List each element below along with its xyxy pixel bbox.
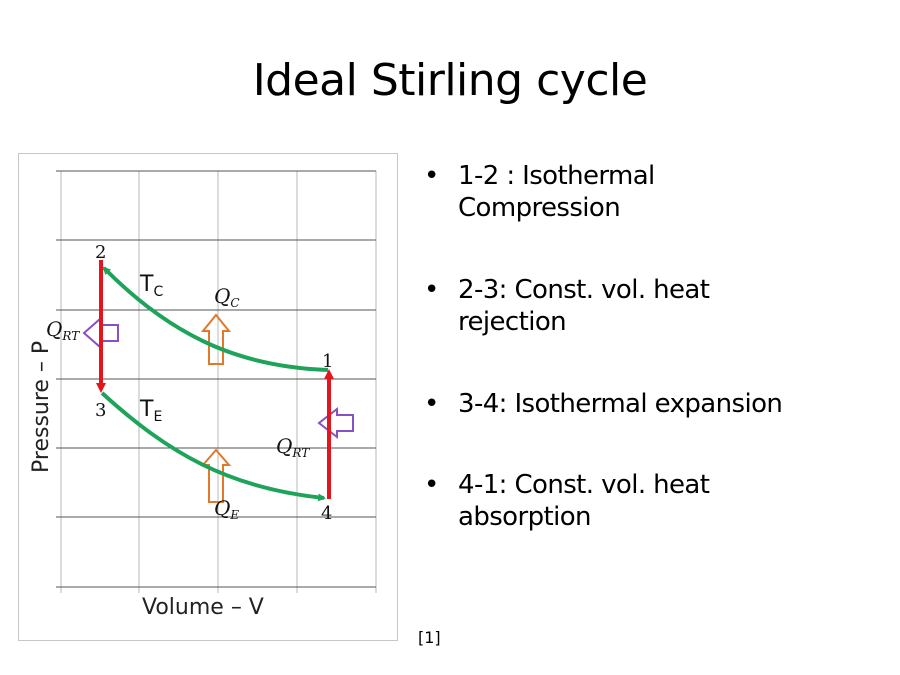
process-item-2-3: • 2-3: Const. vol. heat rejection [420,274,890,338]
qc-label: QC [214,284,240,310]
isotherm-compression-curve [102,266,329,372]
qrt-right-label: QRT [276,434,310,460]
grid-vertical [60,171,377,593]
bullet-icon: • [424,275,439,305]
point-3-label: 3 [95,400,106,421]
process-text-line2: rejection [458,307,567,337]
slide-title: Ideal Stirling cycle [252,55,648,106]
grid-horizontal [56,170,376,588]
process-text-line1: 1-2 : Isothermal [458,161,655,191]
pv-diagram-svg: 2 3 1 4 TC TE QC QE QRT QRT Volume – V P… [18,153,398,641]
qe-heat-arrow-icon [200,448,232,503]
process-list: • 1-2 : Isothermal Compression • 2-3: Co… [420,160,890,583]
tc-label: TC [139,272,163,300]
process-text-line2: absorption [458,502,591,532]
bullet-icon: • [424,161,439,191]
bullet-icon: • [424,470,439,500]
bullet-icon: • [424,389,439,419]
x-axis-label: Volume – V [142,595,264,620]
point-1-label: 1 [322,351,333,372]
process-item-4-1: • 4-1: Const. vol. heat absorption [420,469,890,533]
process-item-1-2: • 1-2 : Isothermal Compression [420,160,890,224]
isotherm-expansion-curve [100,391,326,502]
point-4-label: 4 [321,503,332,524]
process-text-line1: 3-4: Isothermal expansion [458,389,783,419]
y-axis-label: Pressure – P [29,341,54,473]
process-item-3-4: • 3-4: Isothermal expansion [420,388,890,420]
point-2-label: 2 [95,242,106,263]
process-text-line1: 4-1: Const. vol. heat [458,470,710,500]
figure-frame [18,153,398,641]
qrt-left-label: QRT [46,317,80,343]
te-label: TE [139,397,162,425]
process-text-line1: 2-3: Const. vol. heat [458,275,710,305]
pv-diagram: 2 3 1 4 TC TE QC QE QRT QRT Volume – V P… [18,153,398,641]
qc-heat-arrow-icon [200,313,232,365]
reference-citation: [1] [418,628,441,647]
qe-label: QE [214,496,239,522]
process-text-line2: Compression [458,193,621,223]
